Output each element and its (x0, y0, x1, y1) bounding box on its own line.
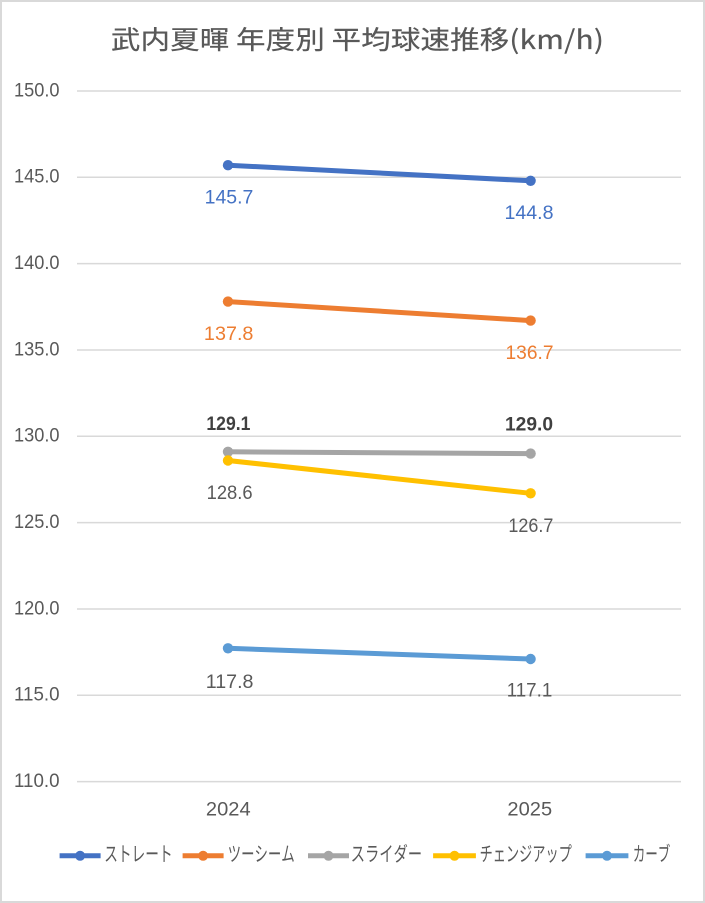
svg-text:144.8: 144.8 (505, 203, 554, 224)
svg-text:126.7: 126.7 (508, 516, 553, 537)
svg-text:130.0: 130.0 (14, 426, 60, 447)
svg-text:135.0: 135.0 (14, 339, 60, 360)
svg-text:117.1: 117.1 (507, 681, 553, 702)
svg-text:137.8: 137.8 (204, 324, 254, 345)
svg-text:117.8: 117.8 (206, 672, 254, 693)
svg-text:129.1: 129.1 (206, 414, 250, 435)
svg-text:145.0: 145.0 (14, 167, 60, 188)
svg-text:145.7: 145.7 (205, 188, 254, 209)
svg-text:110.0: 110.0 (14, 771, 60, 792)
svg-text:2025: 2025 (507, 800, 552, 821)
svg-text:120.0: 120.0 (14, 598, 60, 619)
svg-text:136.7: 136.7 (506, 343, 554, 364)
svg-text:129.0: 129.0 (505, 415, 553, 436)
svg-text:128.6: 128.6 (207, 483, 253, 504)
svg-text:115.0: 115.0 (14, 685, 60, 706)
svg-text:140.0: 140.0 (14, 253, 60, 274)
svg-text:125.0: 125.0 (14, 512, 60, 533)
svg-text:150.0: 150.0 (14, 80, 60, 101)
svg-text:2024: 2024 (206, 800, 251, 821)
